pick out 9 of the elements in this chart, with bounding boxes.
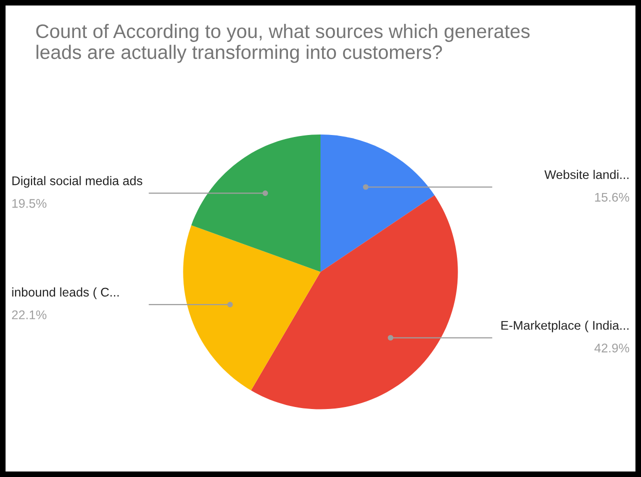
- data-label: 15.6%: [595, 192, 630, 202]
- data-label: 22.1%: [12, 310, 46, 320]
- chart-title: Count of According to you, what sources which generates leads are actually transforming into customers?: [36, 24, 530, 63]
- data-label: 19.5%: [12, 199, 46, 208]
- slice-label: E-Marketplace ( India...: [501, 320, 628, 332]
- data-label: 42.9%: [594, 344, 630, 352]
- slice-label: Website landi...: [544, 170, 628, 180]
- slice-label: inbound leads ( C...: [12, 287, 119, 300]
- slice-label: Digital social media ads: [12, 176, 142, 188]
